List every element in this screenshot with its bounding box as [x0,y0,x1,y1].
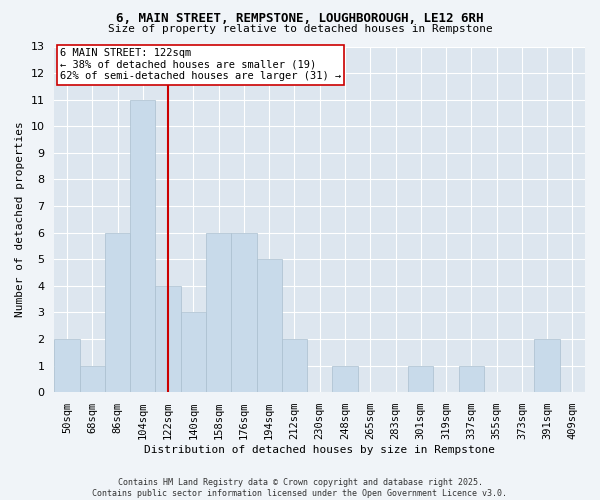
Y-axis label: Number of detached properties: Number of detached properties [15,122,25,317]
Bar [206,232,231,392]
Text: Size of property relative to detached houses in Rempstone: Size of property relative to detached ho… [107,24,493,34]
Text: 6, MAIN STREET, REMPSTONE, LOUGHBOROUGH, LE12 6RH: 6, MAIN STREET, REMPSTONE, LOUGHBOROUGH,… [116,12,484,26]
Bar [535,339,560,392]
X-axis label: Distribution of detached houses by size in Rempstone: Distribution of detached houses by size … [144,445,495,455]
Bar [458,366,484,392]
Bar [332,366,358,392]
Bar [55,339,80,392]
Bar [155,286,181,392]
Text: Contains HM Land Registry data © Crown copyright and database right 2025.
Contai: Contains HM Land Registry data © Crown c… [92,478,508,498]
Bar [181,312,206,392]
Bar [231,232,257,392]
Bar [80,366,105,392]
Text: 6 MAIN STREET: 122sqm
← 38% of detached houses are smaller (19)
62% of semi-deta: 6 MAIN STREET: 122sqm ← 38% of detached … [60,48,341,82]
Bar [408,366,433,392]
Bar [130,100,155,392]
Bar [282,339,307,392]
Bar [105,232,130,392]
Bar [257,260,282,392]
